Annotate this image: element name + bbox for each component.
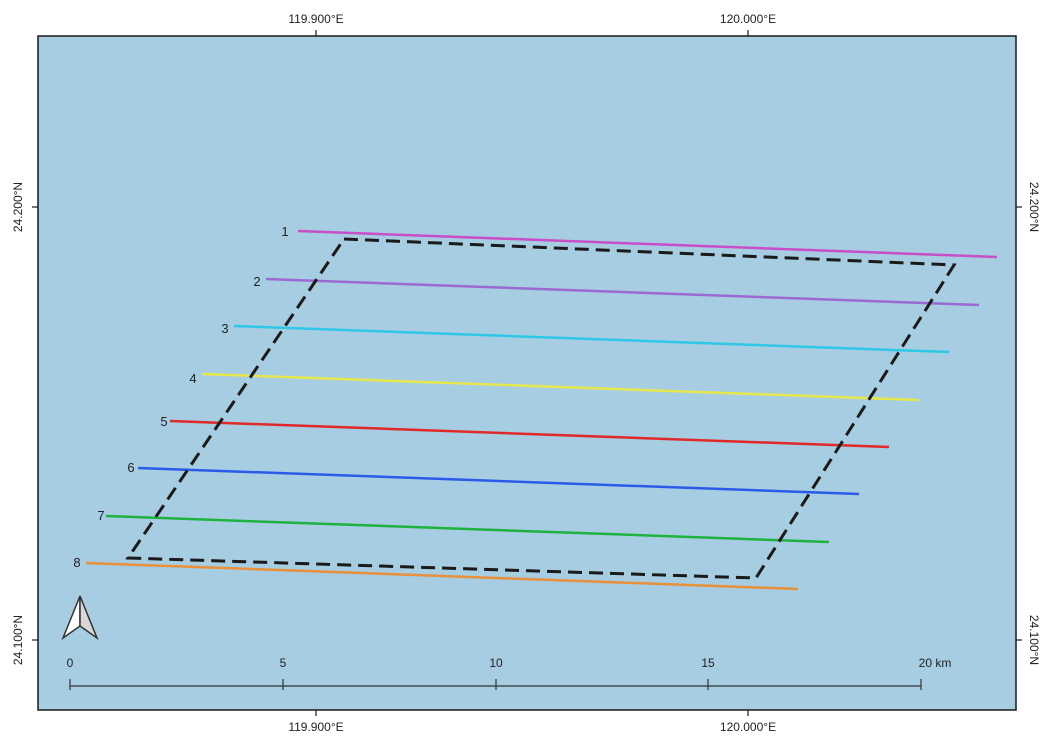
left-lat-label-1: 24.200°N [11, 182, 25, 232]
scale-tick-5: 5 [280, 656, 287, 670]
survey-line-3 [233, 324, 950, 354]
top-lon-label-2: 120.000°E [720, 12, 776, 26]
survey-line-label-3: 3 [221, 321, 228, 336]
survey-line-label-4: 4 [189, 371, 196, 386]
survey-line-1 [297, 229, 998, 259]
map-frame [37, 35, 1017, 711]
survey-line-label-8: 8 [73, 555, 80, 570]
north-arrow-icon [61, 595, 99, 641]
map-background [38, 36, 1016, 710]
survey-line-label-7: 7 [97, 508, 104, 523]
survey-line-5 [169, 419, 890, 449]
top-lon-label-1: 119.900°E [288, 12, 343, 26]
survey-line-label-2: 2 [253, 274, 260, 289]
scale-tick-10: 10 [489, 656, 503, 670]
survey-line-4 [201, 372, 920, 402]
survey-line-6 [137, 466, 860, 496]
survey-line-7 [105, 514, 830, 544]
scale-bar: 0 5 10 15 20 km [67, 656, 952, 690]
scale-tick-20: 20 km [919, 656, 952, 670]
survey-line-label-1: 1 [281, 224, 288, 239]
survey-line-2 [265, 277, 980, 307]
scale-tick-15: 15 [701, 656, 715, 670]
survey-lines [85, 229, 998, 591]
bottom-lon-label-2: 120.000°E [720, 720, 776, 734]
survey-line-8 [85, 561, 799, 591]
graticule-ticks [32, 30, 1022, 716]
survey-line-label-6: 6 [127, 460, 134, 475]
right-lat-label-2: 24.100°N [1027, 615, 1041, 665]
right-lat-label-1: 24.200°N [1027, 182, 1041, 232]
study-area-boundary [125, 237, 957, 580]
bottom-lon-label-1: 119.900°E [288, 720, 343, 734]
survey-line-label-5: 5 [160, 414, 167, 429]
left-lat-label-2: 24.100°N [11, 615, 25, 665]
scale-tick-0: 0 [67, 656, 74, 670]
survey-line-labels: 1 2 3 4 5 6 7 8 [73, 224, 288, 570]
